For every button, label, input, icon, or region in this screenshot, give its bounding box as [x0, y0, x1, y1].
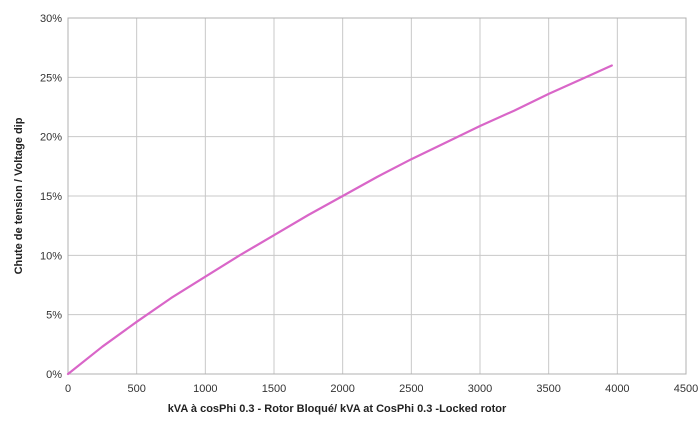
- x-tick-label: 3000: [468, 383, 492, 395]
- x-tick-label: 0: [65, 383, 71, 395]
- x-tick-label: 500: [127, 383, 145, 395]
- x-tick-label: 1000: [193, 383, 217, 395]
- y-tick-label: 10%: [40, 250, 62, 262]
- y-tick-label: 20%: [40, 132, 62, 144]
- y-tick-label: 5%: [46, 310, 62, 322]
- x-axis-title: kVA à cosPhi 0.3 - Rotor Bloqué/ kVA at …: [168, 403, 507, 415]
- y-tick-label: 25%: [40, 72, 62, 84]
- y-tick-label: 15%: [40, 191, 62, 203]
- plot-area-border: [67, 17, 687, 375]
- grid: [67, 17, 687, 375]
- x-tick-label: 3500: [536, 383, 560, 395]
- y-axis-title: Chute de tension / Voltage dip: [13, 117, 25, 274]
- x-tick-label: 4000: [605, 383, 629, 395]
- x-tick-label: 2000: [330, 383, 354, 395]
- series-line: [66, 64, 613, 376]
- x-tick-label: 1500: [262, 383, 286, 395]
- x-tick-label: 2500: [399, 383, 423, 395]
- y-tick-label: 0%: [46, 369, 62, 381]
- x-axis-ticks: 0 500 1000 1500 2000 2500 3000 3500 4000 4500: [65, 383, 698, 395]
- series-layer: [66, 64, 613, 376]
- y-axis-ticks: 0% 5% 10% 15% 20% 25% 30%: [40, 13, 62, 381]
- x-tick-label: 4500: [674, 383, 698, 395]
- y-tick-label: 30%: [40, 13, 62, 25]
